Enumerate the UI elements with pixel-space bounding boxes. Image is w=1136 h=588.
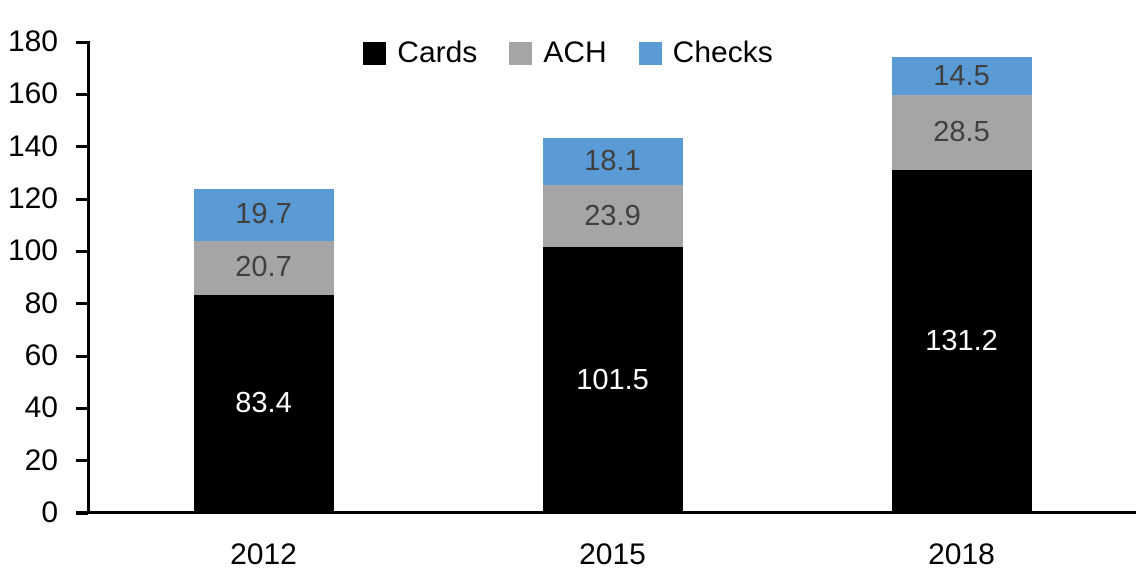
y-axis-tick <box>76 249 88 253</box>
y-axis-line <box>87 41 90 514</box>
bar-value-label: 14.5 <box>933 59 990 92</box>
legend-swatch-checks <box>638 41 662 65</box>
bar-value-label: 20.7 <box>235 251 292 284</box>
y-axis-tick-label: 160 <box>7 77 58 111</box>
y-axis-tick <box>76 511 88 515</box>
y-axis-tick <box>76 406 88 410</box>
y-axis-tick <box>76 92 88 96</box>
bar-value-label: 18.1 <box>584 144 641 177</box>
y-axis-tick-label: 80 <box>24 286 58 320</box>
bar-value-label: 131.2 <box>925 324 998 357</box>
legend-item-checks: Checks <box>638 36 773 70</box>
legend-label: Checks <box>672 36 773 69</box>
y-axis-tick <box>76 459 88 463</box>
y-axis-tick-label: 0 <box>41 496 58 529</box>
legend-swatch-cards <box>363 41 387 65</box>
bar-segment-ach-2015: 23.9 <box>542 184 683 248</box>
bar-value-label: 83.4 <box>235 387 292 420</box>
legend-swatch-ach <box>509 41 533 65</box>
bar-value-label: 28.5 <box>933 115 990 148</box>
x-axis-label: 2015 <box>579 538 646 571</box>
legend-label: ACH <box>543 36 607 69</box>
y-axis-tick-label: 140 <box>7 129 58 163</box>
x-axis-label: 2018 <box>928 538 995 571</box>
y-axis-tick-label: 100 <box>7 234 58 268</box>
bar-segment-checks-2015: 18.1 <box>542 137 683 185</box>
bar-segment-checks-2018: 14.5 <box>891 57 1032 96</box>
y-axis-tick-label: 180 <box>7 25 58 58</box>
legend-item-ach: ACH <box>509 36 607 70</box>
y-axis-tick <box>76 40 88 44</box>
bar-value-label: 19.7 <box>235 198 292 231</box>
bar-segment-cards-2015: 101.5 <box>542 247 683 513</box>
y-axis-tick <box>76 197 88 201</box>
legend-label: Cards <box>397 36 478 69</box>
bar-segment-cards-2012: 83.4 <box>193 294 334 513</box>
bar-value-label: 101.5 <box>576 363 649 396</box>
legend-item-cards: Cards <box>363 36 477 70</box>
y-axis-tick <box>76 145 88 149</box>
y-axis-tick <box>76 354 88 358</box>
bar-segment-checks-2012: 19.7 <box>193 189 334 241</box>
y-axis-tick-label: 60 <box>24 339 58 372</box>
bar-value-label: 23.9 <box>584 199 641 232</box>
legend: Cards ACH Checks <box>0 36 1136 70</box>
bar-segment-cards-2018: 131.2 <box>891 169 1032 513</box>
y-axis-tick <box>76 302 88 306</box>
y-axis-tick-label: 20 <box>24 443 58 477</box>
x-axis-label: 2012 <box>230 538 297 571</box>
y-axis-tick-label: 40 <box>24 391 58 425</box>
bar-segment-ach-2018: 28.5 <box>891 95 1032 170</box>
y-axis-tick-label: 120 <box>7 182 58 215</box>
bar-segment-ach-2012: 20.7 <box>193 240 334 295</box>
